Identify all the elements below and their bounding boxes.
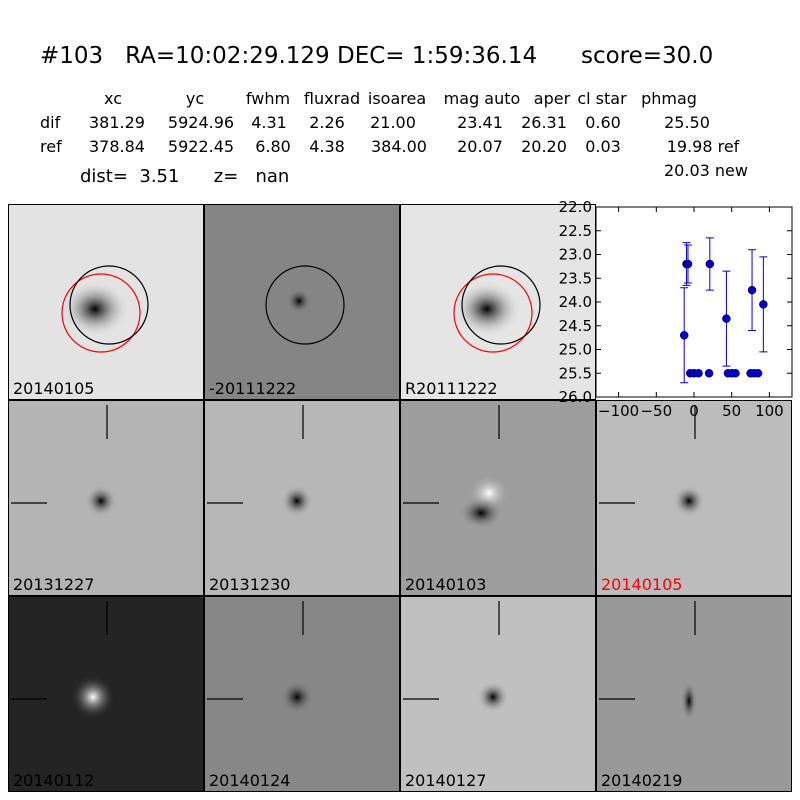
cutout-panel: 20140127 <box>400 596 596 792</box>
source-blob <box>281 681 313 713</box>
panel-date-label: 20140124 <box>209 771 291 790</box>
column-header: cl star <box>577 89 627 108</box>
y-tick-label: 23.0 <box>559 246 592 264</box>
x-tick-label: −50 <box>640 402 672 420</box>
data-point <box>753 369 763 378</box>
table-cell: 378.84 <box>89 137 145 156</box>
y-tick-label: 23.5 <box>559 269 592 287</box>
column-header: xc <box>104 89 122 108</box>
row-label: ref <box>40 137 62 156</box>
x-tick-label: −100 <box>598 402 639 420</box>
cutout-panel: 20131230 <box>204 400 400 596</box>
y-tick-label: 25.5 <box>559 364 592 382</box>
table-cell: 20.07 <box>457 137 503 156</box>
ref-aperture-circle <box>61 273 141 353</box>
data-point <box>705 259 715 269</box>
table-cell: 4.31 <box>251 113 287 132</box>
x-tick-label: 50 <box>722 402 741 420</box>
panel-date-label: 20140105 <box>601 575 683 594</box>
y-tick-label: 25.0 <box>559 341 592 359</box>
light-curve-chart: 22.0 22.5 23.0 23.5 24.0 24.5 25.0 25.5 26.0 −100… <box>559 198 793 420</box>
column-header: fwhm <box>245 89 291 108</box>
data-point <box>731 369 740 378</box>
table-cell: 26.31 <box>521 113 567 132</box>
data-point <box>704 369 714 378</box>
column-header: phmag <box>641 89 697 108</box>
table-cell: 0.60 <box>585 113 621 132</box>
data-point <box>694 369 703 378</box>
table-cell: 4.38 <box>309 137 345 156</box>
y-tick-label: 26.0 <box>559 388 592 406</box>
table-cell: 21.00 <box>370 113 416 132</box>
ref-aperture-circle <box>453 273 533 353</box>
table-cell: 25.50 <box>664 113 710 132</box>
panel-date-label: 20131230 <box>209 575 291 594</box>
table-cell: 2.26 <box>309 113 345 132</box>
cutout-panel: 20131227 <box>8 400 204 596</box>
y-tick-label: 24.5 <box>559 317 592 335</box>
data-point <box>759 300 768 309</box>
cutout-panel: 20140105 <box>8 204 204 400</box>
source-blob <box>287 289 311 313</box>
panel-date-label: 20140127 <box>405 771 487 790</box>
new-mag: 20.03 new <box>664 161 748 180</box>
data-point <box>679 331 689 340</box>
panel-date-label: 20140112 <box>13 771 95 790</box>
cutout-panel: 20140124 <box>204 596 400 792</box>
row-label: dif <box>40 113 61 132</box>
data-point <box>722 314 731 323</box>
source-blob <box>681 681 697 721</box>
table-cell: 6.80 <box>255 137 291 156</box>
source-blob <box>453 281 521 337</box>
panel-date-label: 20140105 <box>13 379 95 398</box>
y-tick-label: 24.0 <box>559 293 592 311</box>
source-blob <box>61 281 129 337</box>
source-blob <box>477 681 509 713</box>
source-blob <box>459 497 503 529</box>
table-cell: 384.00 <box>371 137 427 156</box>
source-blob <box>673 485 705 517</box>
x-tick-label: 100 <box>755 402 784 420</box>
page-title: #103 RA=10:02:29.129 DEC= 1:59:36.14 sco… <box>40 43 714 69</box>
table-cell: 19.98 ref <box>666 137 740 156</box>
cutout-panel: 20140219 <box>596 596 792 792</box>
table-cell: 5922.45 <box>167 137 235 156</box>
y-tick-label: 22.0 <box>559 198 592 216</box>
column-header: isoarea <box>367 89 427 108</box>
column-header: yc <box>185 89 205 108</box>
aperture-circle <box>265 265 345 345</box>
x-tick-label: 0 <box>689 402 699 420</box>
column-header: fluxrad <box>303 89 361 108</box>
aperture-circle <box>461 265 541 345</box>
cutout-panel: -20111222 <box>204 204 400 400</box>
source-blob <box>71 675 115 719</box>
dist-line: dist= 3.51 z= nan <box>80 166 290 187</box>
table-cell: 0.03 <box>585 137 621 156</box>
column-header: aper <box>533 89 571 108</box>
panel-date-label: 20140219 <box>601 771 683 790</box>
cutout-panel: R20111222 <box>400 204 596 400</box>
plot-frame <box>595 206 793 398</box>
table-cell: 23.41 <box>457 113 503 132</box>
cutout-panel: 20140105 <box>596 400 792 596</box>
cutout-panel: 20140112 <box>8 596 204 792</box>
table-cell: 5924.96 <box>167 113 235 132</box>
panel-date-label: 20131227 <box>13 575 95 594</box>
source-blob <box>85 485 117 517</box>
source-blob <box>281 485 313 517</box>
aperture-circle <box>69 265 149 345</box>
cutout-panel: 20140103 <box>400 400 596 596</box>
panel-date-label: -20111222 <box>209 379 297 398</box>
panel-date-label: 20140103 <box>405 575 487 594</box>
table-cell: 20.20 <box>521 137 567 156</box>
table-cell: 381.29 <box>89 113 145 132</box>
y-tick-label: 22.5 <box>559 222 592 240</box>
panel-date-label: R20111222 <box>405 379 498 398</box>
column-header: mag auto <box>443 89 521 108</box>
data-point <box>747 285 757 295</box>
data-point <box>683 259 693 269</box>
